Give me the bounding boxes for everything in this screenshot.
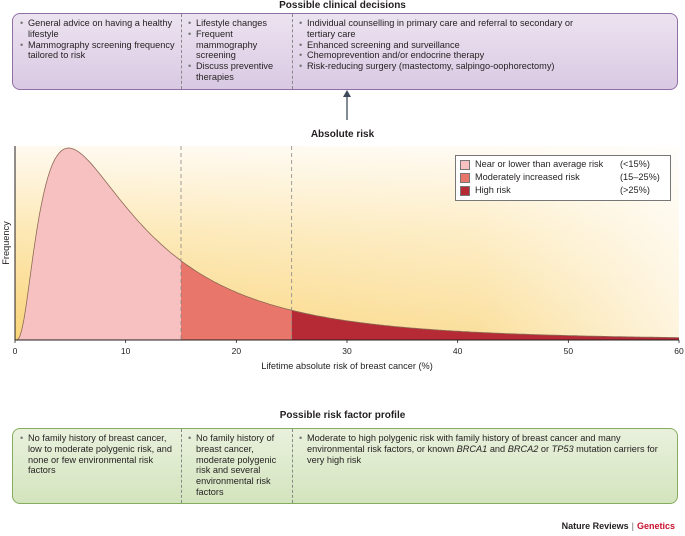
decision-item: Discuss preventive therapies [188, 61, 288, 83]
decisions-col-high: Individual counselling in primary care a… [299, 18, 599, 72]
absolute-risk-label: Absolute risk [310, 129, 375, 140]
area-moderate-risk [181, 260, 292, 340]
legend-label-low: Near or lower than average risk [475, 159, 604, 169]
up-arrow-icon [343, 90, 351, 120]
legend-swatch-high [460, 186, 470, 196]
profile-item-high: Moderate to high polygenic risk with fam… [299, 433, 669, 465]
decision-item: Individual counselling in primary care a… [299, 18, 599, 40]
legend-swatch-low [460, 160, 470, 170]
legend-item-high: High risk (>25%) [460, 185, 666, 197]
profile-item: No family history of breast cancer, mode… [188, 433, 288, 498]
legend-range-moderate: (15–25%) [620, 172, 660, 182]
decision-item: Frequent mammography screening [188, 29, 288, 61]
decisions-col-moderate: Lifestyle changesFrequent mammography sc… [188, 18, 288, 83]
decision-item: Risk-reducing surgery (mastectomy, salpi… [299, 61, 599, 72]
legend-range-high: (>25%) [620, 185, 650, 195]
area-high-risk [291, 310, 679, 340]
area-low-risk [15, 148, 181, 340]
threshold-divider-25 [292, 14, 293, 89]
profile-col-low: No family history of breast cancer, low … [20, 433, 178, 476]
legend-range-low: (<15%) [620, 159, 650, 169]
x-tick-label: 0 [13, 346, 18, 356]
profile-col-high: Moderate to high polygenic risk with fam… [299, 433, 669, 465]
brand-section: Genetics [636, 521, 675, 531]
threshold-divider-15 [181, 14, 182, 89]
legend-item-moderate: Moderately increased risk (15–25%) [460, 172, 666, 184]
x-tick-label: 60 [674, 346, 684, 356]
legend-swatch-moderate [460, 173, 470, 183]
clinical-decisions-title: Possible clinical decisions [279, 0, 406, 11]
profile-divider-15 [181, 429, 182, 503]
decision-item: Lifestyle changes [188, 18, 288, 29]
risk-profile-box: No family history of breast cancer, low … [12, 428, 678, 504]
legend-label-high: High risk [475, 185, 511, 195]
decisions-col-low: General advice on having a healthy lifes… [20, 18, 178, 61]
x-tick-label: 30 [342, 346, 352, 356]
distribution-curve [14, 147, 679, 341]
risk-profile-title: Possible risk factor profile [279, 410, 406, 421]
decision-item: Mammography screening frequency tailored… [20, 40, 178, 62]
x-tick-label: 40 [453, 346, 463, 356]
x-tick-label: 50 [564, 346, 574, 356]
brand-name: Nature Reviews [561, 521, 629, 531]
x-tick-label: 20 [232, 346, 242, 356]
clinical-decisions-box: General advice on having a healthy lifes… [12, 13, 678, 90]
legend-item-low: Near or lower than average risk (<15%) [460, 159, 666, 171]
legend-label-moderate: Moderately increased risk [475, 172, 580, 182]
journal-brand: Nature Reviews | Genetics [561, 521, 675, 531]
decision-item: Enhanced screening and surveillance [299, 40, 599, 51]
chart-legend: Near or lower than average risk (<15%) M… [455, 155, 671, 201]
decision-item: Chemoprevention and/or endocrine therapy [299, 50, 599, 61]
x-tick-label: 10 [121, 346, 131, 356]
profile-col-moderate: No family history of breast cancer, mode… [188, 433, 288, 498]
profile-item: No family history of breast cancer, low … [20, 433, 178, 476]
x-axis-label: Lifetime absolute risk of breast cancer … [261, 361, 433, 371]
profile-divider-25 [292, 429, 293, 503]
risk-distribution-chart: 0 10 20 30 40 50 60 Lifetime absolute risk of … [1, 146, 684, 371]
y-axis-label: Frequency [1, 221, 11, 265]
decision-item: General advice on having a healthy lifes… [20, 18, 178, 40]
